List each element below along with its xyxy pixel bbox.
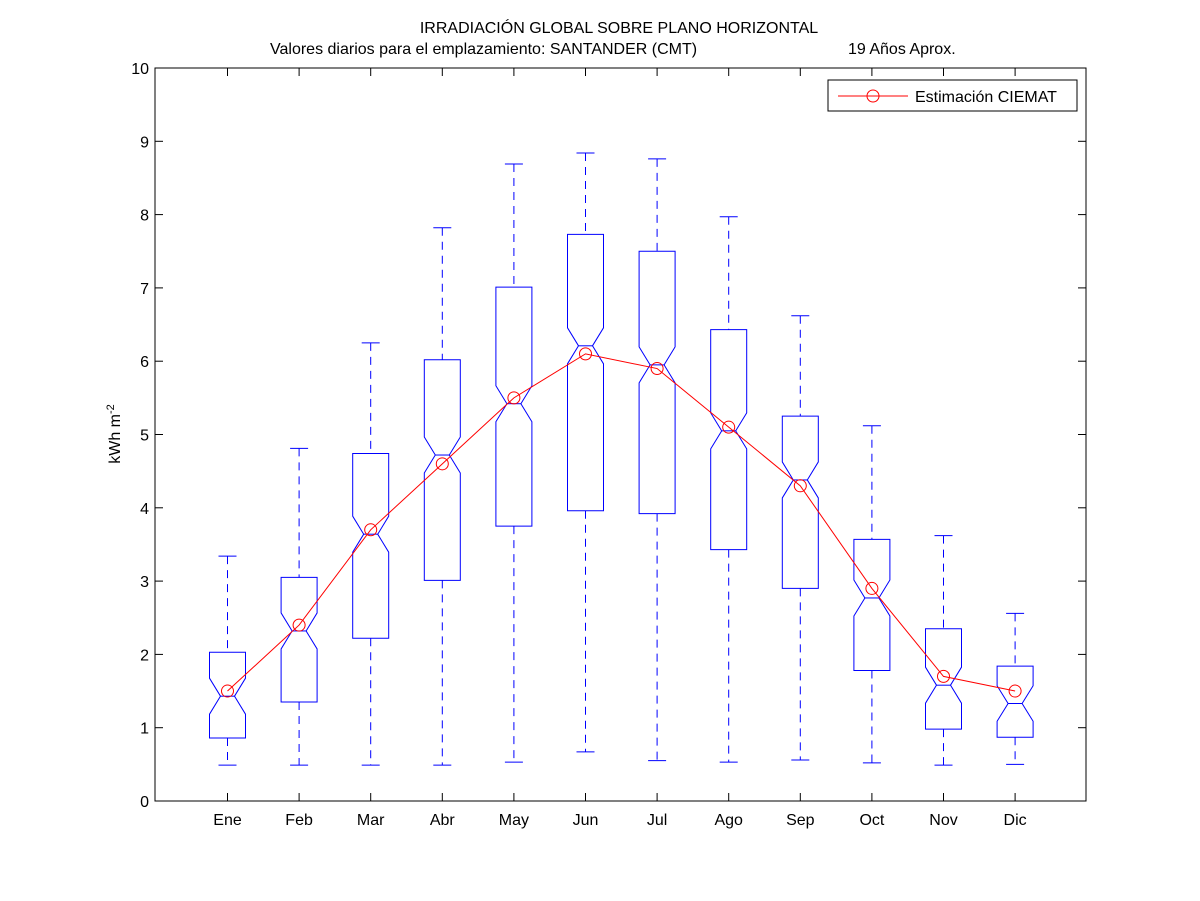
y-tick-label: 5 bbox=[140, 428, 149, 445]
series-point-estimacion bbox=[722, 420, 736, 434]
box-notched bbox=[853, 538, 891, 672]
legend-marker-swatch bbox=[866, 89, 880, 103]
box-notched bbox=[495, 286, 533, 527]
box-notched bbox=[710, 329, 748, 551]
series-point-estimacion bbox=[221, 684, 234, 698]
series-point-estimacion bbox=[650, 362, 664, 376]
x-tick-label: Sep bbox=[786, 812, 815, 829]
series-point-estimacion bbox=[507, 391, 521, 405]
x-tick-label: Jun bbox=[573, 812, 599, 829]
series-point-estimacion bbox=[937, 669, 950, 683]
box-notched bbox=[996, 665, 1034, 738]
y-tick-label: 2 bbox=[140, 647, 149, 664]
x-tick-label: Nov bbox=[929, 812, 957, 829]
y-tick-label: 7 bbox=[140, 281, 149, 298]
x-tick-label: Oct bbox=[859, 812, 884, 829]
chart-subtitle-period: 19 Años Aprox. bbox=[848, 41, 956, 58]
x-tick-label: Feb bbox=[285, 812, 313, 829]
series-point-estimacion bbox=[865, 581, 879, 595]
box-notched bbox=[925, 628, 962, 730]
y-axis-label-exponent: -2 bbox=[105, 404, 117, 414]
box-notched bbox=[638, 250, 676, 515]
chart-title: IRRADIACIÓN GLOBAL SOBRE PLANO HORIZONTA… bbox=[420, 18, 818, 37]
legend-label: Estimación CIEMAT bbox=[915, 89, 1057, 106]
x-tick-label: Abr bbox=[430, 812, 456, 829]
legend: Estimación CIEMAT bbox=[827, 79, 1078, 112]
x-tick-label: Ene bbox=[213, 812, 242, 829]
y-tick-label: 0 bbox=[140, 794, 149, 811]
series-point-estimacion bbox=[292, 618, 306, 632]
y-tick-label: 3 bbox=[140, 574, 149, 591]
series-point-estimacion bbox=[364, 523, 378, 537]
box-notched bbox=[781, 415, 819, 589]
y-tick-label: 10 bbox=[131, 61, 149, 78]
y-axis-label-base: kWh m bbox=[107, 414, 124, 464]
y-tick-label: 1 bbox=[140, 721, 149, 738]
x-tick-label: Ago bbox=[714, 812, 743, 829]
y-tick-label: 4 bbox=[140, 501, 149, 518]
x-tick-label: Jul bbox=[647, 812, 667, 829]
y-tick-label: 6 bbox=[140, 354, 149, 371]
series-point-estimacion bbox=[793, 479, 807, 493]
series-point-estimacion bbox=[1008, 684, 1022, 698]
series-point-estimacion bbox=[435, 457, 449, 471]
chart-subtitle-location: Valores diarios para el emplazamiento: S… bbox=[270, 41, 697, 58]
y-axis-label: kWh m-2 bbox=[105, 404, 124, 464]
box-notched bbox=[352, 453, 390, 639]
series-point-estimacion bbox=[579, 347, 592, 361]
x-tick-label: May bbox=[499, 812, 529, 829]
box-notched bbox=[423, 359, 461, 581]
x-tick-label: Mar bbox=[357, 812, 385, 829]
box-notched bbox=[209, 651, 246, 739]
box-notched bbox=[567, 233, 604, 512]
series-line-estimacion bbox=[227, 353, 1016, 692]
y-tick-label: 8 bbox=[140, 208, 149, 225]
plot-area: 0 1 2 3 4 5 6 7 8 9 10 Ene Feb Mar Abr May Jun Jul Ago Sep O… bbox=[131, 61, 1087, 829]
y-tick-label: 9 bbox=[140, 134, 149, 151]
x-tick-label: Dic bbox=[1004, 812, 1027, 829]
